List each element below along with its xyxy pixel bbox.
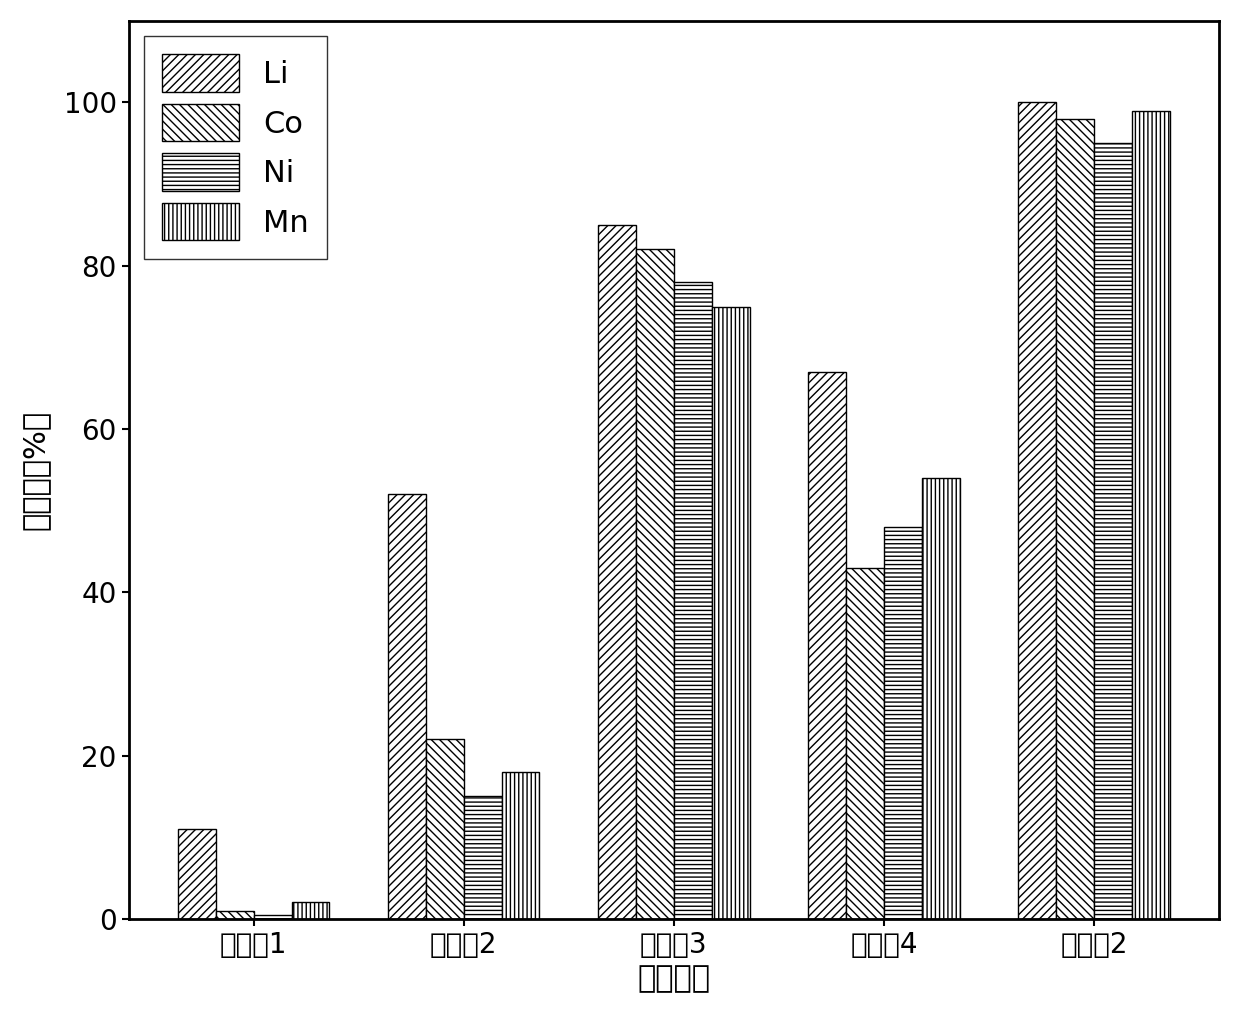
Bar (884, 527, 921, 919)
Y-axis label: 浸出率（%）: 浸出率（%） (21, 410, 50, 530)
Bar (808, 372, 846, 919)
Bar (216, 911, 254, 919)
Bar (254, 915, 291, 919)
Bar (1018, 102, 1056, 919)
X-axis label: 实例编号: 实例编号 (637, 964, 711, 993)
Bar (502, 772, 539, 919)
Bar (1132, 111, 1169, 919)
Bar (712, 306, 749, 919)
Bar (1094, 143, 1132, 919)
Legend: Li, Co, Ni, Mn: Li, Co, Ni, Mn (144, 37, 327, 259)
Bar (921, 478, 960, 919)
Bar (636, 249, 673, 919)
Bar (1056, 119, 1094, 919)
Bar (598, 225, 636, 919)
Bar (291, 902, 330, 919)
Bar (673, 282, 712, 919)
Bar (427, 739, 464, 919)
Bar (179, 829, 216, 919)
Bar (846, 568, 884, 919)
Bar (388, 494, 427, 919)
Bar (464, 796, 502, 919)
